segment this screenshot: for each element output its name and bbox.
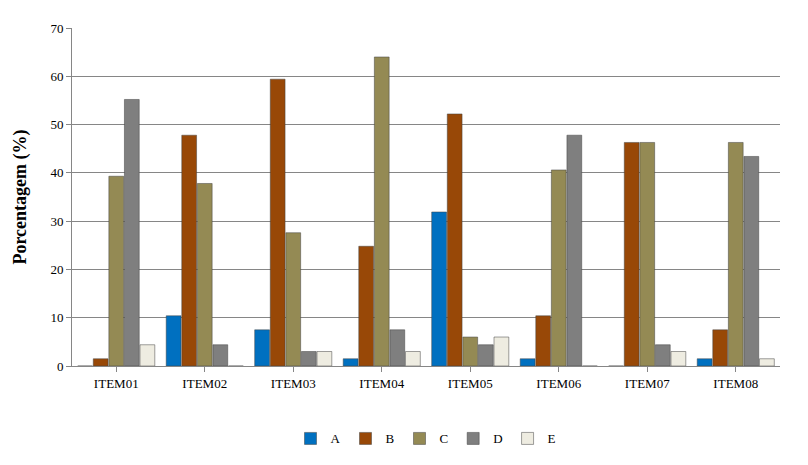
svg-text:C: C	[440, 431, 449, 446]
svg-text:10: 10	[50, 310, 63, 325]
svg-text:ITEM07: ITEM07	[625, 376, 670, 391]
svg-text:40: 40	[50, 165, 63, 180]
svg-text:ITEM06: ITEM06	[536, 376, 581, 391]
svg-text:20: 20	[50, 262, 63, 277]
svg-text:ITEM04: ITEM04	[359, 376, 404, 391]
svg-text:0: 0	[57, 359, 64, 374]
svg-text:ITEM05: ITEM05	[448, 376, 493, 391]
svg-text:ITEM03: ITEM03	[271, 376, 316, 391]
svg-text:Porcentagem (%): Porcentagem (%)	[10, 129, 31, 264]
svg-text:ITEM08: ITEM08	[713, 376, 758, 391]
svg-text:60: 60	[50, 69, 63, 84]
svg-text:B: B	[386, 431, 395, 446]
svg-text:70: 70	[50, 21, 63, 36]
svg-text:D: D	[493, 431, 502, 446]
svg-text:ITEM02: ITEM02	[182, 376, 227, 391]
svg-text:50: 50	[50, 117, 63, 132]
svg-text:30: 30	[50, 214, 63, 229]
svg-text:E: E	[548, 431, 556, 446]
svg-text:ITEM01: ITEM01	[94, 376, 139, 391]
svg-text:A: A	[331, 431, 341, 446]
